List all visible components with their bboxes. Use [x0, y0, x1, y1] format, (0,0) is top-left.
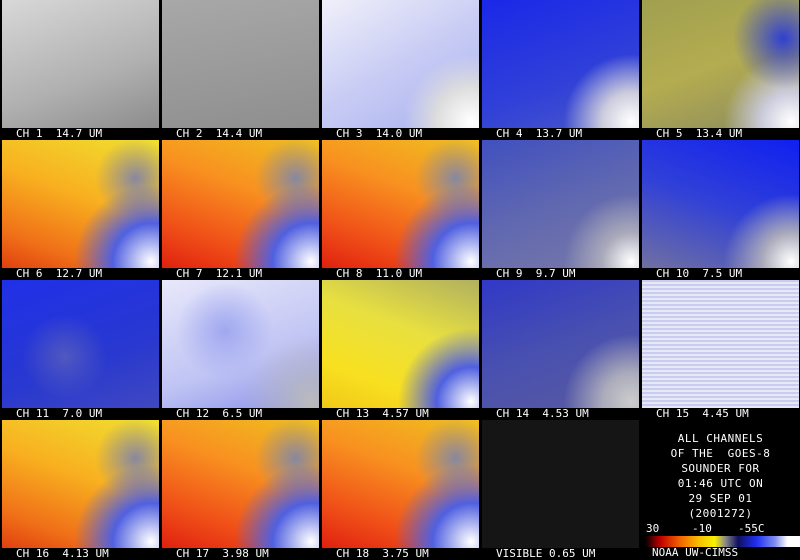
info-line: 29 SEP 01: [688, 492, 753, 505]
satellite-image: [162, 140, 319, 268]
satellite-image: [162, 0, 319, 128]
satellite-image: [2, 0, 159, 128]
satellite-image: [642, 280, 799, 408]
panel-label: CH 2 14.4 UM: [176, 127, 263, 140]
panel-label: CH 8 11.0 UM: [336, 267, 423, 280]
satellite-image: [2, 140, 159, 268]
satellite-image: [482, 0, 639, 128]
panel-label: CH 15 4.45 UM: [656, 407, 749, 420]
panel-label: CH 4 13.7 UM: [496, 127, 583, 140]
panel-label: CH 3 14.0 UM: [336, 127, 423, 140]
satellite-image: [642, 0, 799, 128]
satellite-image: [322, 280, 479, 408]
credit: NOAA UW-CIMSS: [652, 546, 739, 559]
panel-label: CH 7 12.1 UM: [176, 267, 263, 280]
satellite-image: [482, 280, 639, 408]
info-line: 01:46 UTC ON: [677, 477, 764, 490]
panel-label: CH 13 4.57 UM: [336, 407, 429, 420]
panel-label: CH 10 7.5 UM: [656, 267, 743, 280]
panel-label: CH 11 7.0 UM: [16, 407, 103, 420]
satellite-image: [322, 0, 479, 128]
satellite-image: [322, 140, 479, 268]
colorbar-label: -10: [692, 522, 712, 535]
satellite-image: [482, 420, 639, 548]
info-line: (2001272): [688, 507, 753, 520]
satellite-image: [2, 280, 159, 408]
panel-label: VISIBLE 0.65 UM: [496, 547, 596, 560]
satellite-image: [2, 420, 159, 548]
panel-label: CH 14 4.53 UM: [496, 407, 589, 420]
satellite-image: [162, 280, 319, 408]
panel-label: CH 12 6.5 UM: [176, 407, 263, 420]
colorbar: [645, 536, 800, 547]
panel-label: CH 1 14.7 UM: [16, 127, 103, 140]
info-line: SOUNDER FOR: [681, 462, 760, 475]
satellite-image: [642, 140, 799, 268]
satellite-image: [162, 420, 319, 548]
panel-label: CH 17 3.98 UM: [176, 547, 269, 560]
colorbar-label: 30: [646, 522, 660, 535]
panel-label: CH 6 12.7 UM: [16, 267, 103, 280]
panel-label: CH 18 3.75 UM: [336, 547, 429, 560]
info-line: ALL CHANNELS: [677, 432, 764, 445]
satellite-image: [322, 420, 479, 548]
panel-label: CH 16 4.13 UM: [16, 547, 109, 560]
satellite-image: [482, 140, 639, 268]
info-line: OF THE GOES-8: [670, 447, 771, 460]
colorbar-label: -55C: [738, 522, 765, 535]
panel-label: CH 9 9.7 UM: [496, 267, 576, 280]
panel-label: CH 5 13.4 UM: [656, 127, 743, 140]
